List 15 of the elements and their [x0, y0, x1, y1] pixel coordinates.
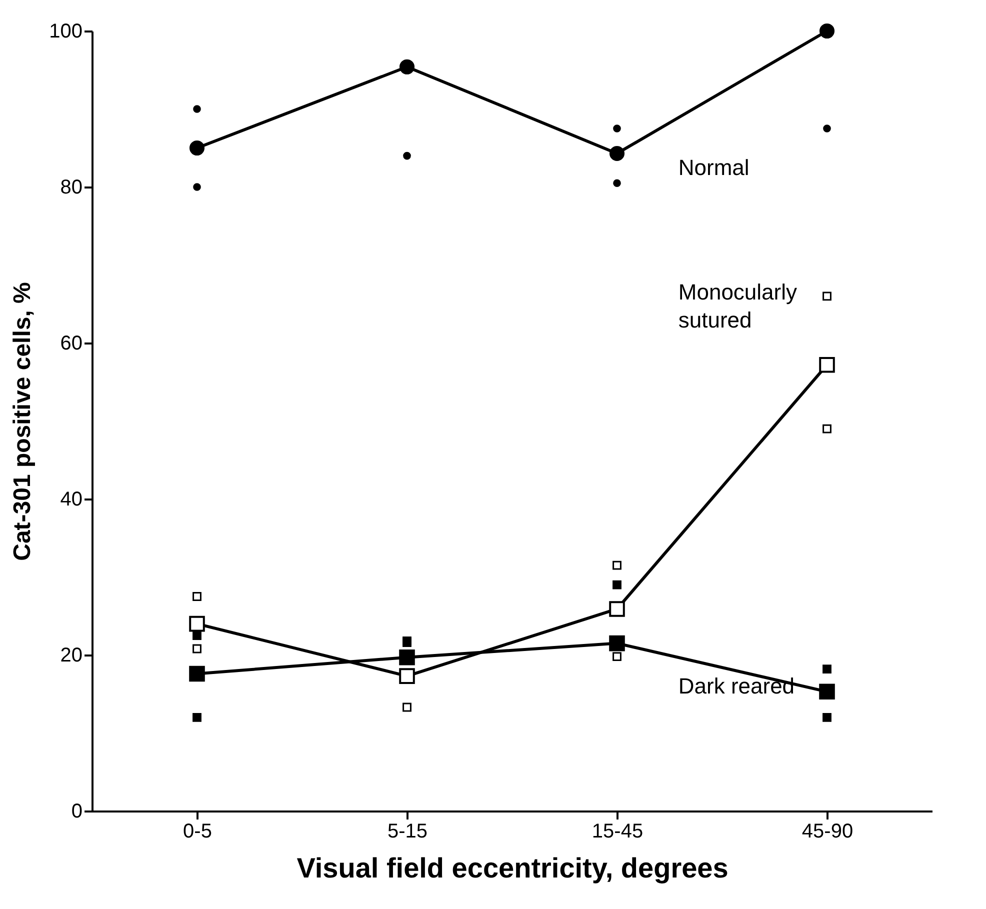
- y-tick-label: 0: [71, 800, 82, 822]
- y-axis-title: Cat-301 positive cells, %: [9, 282, 36, 561]
- y-tick-label: 40: [60, 488, 82, 510]
- annotation: Monocularly sutured: [678, 280, 798, 333]
- y-tick-label: 80: [60, 176, 82, 198]
- annotation: Normal: [678, 154, 750, 180]
- y-tick-label: 60: [60, 332, 82, 354]
- x-tick-label: 15-45: [592, 820, 644, 842]
- y-tick-label: 100: [49, 20, 82, 42]
- x-tick-label: 45-90: [802, 820, 854, 842]
- x-tick-label: 5-15: [387, 820, 428, 842]
- x-axis-title: Visual field eccentricity, degrees: [296, 852, 728, 884]
- annotation: Dark reared: [678, 674, 795, 698]
- y-tick-label: 20: [60, 644, 82, 666]
- x-tick-label: 0-5: [183, 820, 212, 842]
